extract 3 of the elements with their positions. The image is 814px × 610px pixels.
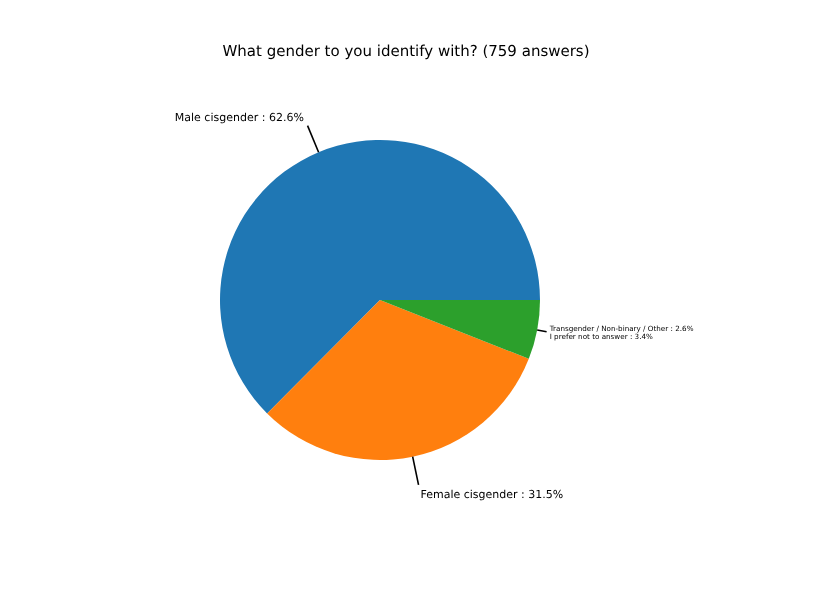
pie-slice xyxy=(220,140,540,414)
pie-slice xyxy=(267,300,529,460)
pie-slice xyxy=(380,300,540,359)
